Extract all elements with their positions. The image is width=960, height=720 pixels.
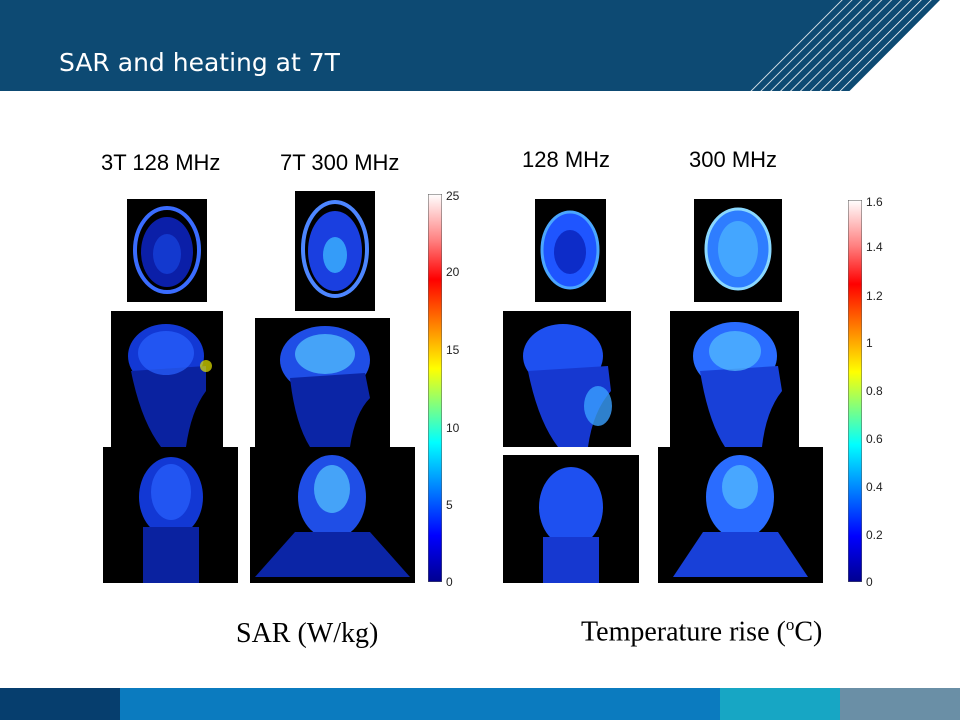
temp-tick-0-4: 0.4 <box>866 480 883 494</box>
temp-tick-0-2: 0.2 <box>866 528 883 542</box>
temp-tick-0: 0 <box>866 575 873 589</box>
footer-segment-2 <box>120 688 720 720</box>
sar-tick-10: 10 <box>446 421 460 435</box>
slide-header: SAR and heating at 7T <box>0 0 960 91</box>
sar-tick-0: 0 <box>446 575 453 589</box>
header-stripe-pattern <box>748 0 960 91</box>
temp-tick-0-6: 0.6 <box>866 432 883 446</box>
sar-caption: SAR (W/kg) <box>236 618 379 649</box>
sar-colorbar <box>427 193 443 583</box>
footer-segment-3 <box>720 688 840 720</box>
temp-300-sagittal-image <box>670 311 799 447</box>
sar-label-3t: 3T 128 MHz <box>101 150 221 175</box>
temp-tick-1: 1 <box>866 336 873 350</box>
temp-colorbar <box>847 199 863 583</box>
temp-128-coronal-image <box>503 455 639 583</box>
temp-300-coronal-image <box>658 447 823 583</box>
sar-tick-15: 15 <box>446 343 460 357</box>
sar-tick-25: 25 <box>446 189 460 203</box>
temp-caption-main: Temperature rise ( <box>581 616 786 648</box>
temp-tick-1-4: 1.4 <box>866 240 883 254</box>
sar-tick-5: 5 <box>446 498 453 512</box>
temp-tick-1-2: 1.2 <box>866 289 883 303</box>
temp-128-sagittal-image <box>503 311 631 447</box>
temp-300-axial-image <box>694 199 782 302</box>
slide-title: SAR and heating at 7T <box>59 48 340 77</box>
sar-3t-coronal-image <box>103 447 238 583</box>
sar-3t-axial-image <box>127 199 207 302</box>
temp-128-axial-image <box>535 199 606 302</box>
sar-7t-sagittal-image <box>255 318 390 447</box>
temp-caption: Temperature rise (oC) <box>581 615 822 648</box>
temp-caption-sup: o <box>785 615 795 634</box>
footer-segment-1 <box>0 688 120 720</box>
temp-caption-end: C) <box>794 616 823 648</box>
temp-tick-0-8: 0.8 <box>866 384 883 398</box>
sar-7t-axial-image <box>295 191 375 311</box>
temp-label-128: 128 MHz <box>522 147 611 172</box>
sar-label-7t: 7T 300 MHz <box>280 150 400 175</box>
sar-7t-coronal-image <box>250 447 415 583</box>
temp-label-300: 300 MHz <box>689 147 778 172</box>
sar-3t-sagittal-image <box>111 311 223 447</box>
temp-tick-1-6: 1.6 <box>866 195 883 209</box>
footer-segment-4 <box>840 688 960 720</box>
sar-tick-20: 20 <box>446 265 460 279</box>
